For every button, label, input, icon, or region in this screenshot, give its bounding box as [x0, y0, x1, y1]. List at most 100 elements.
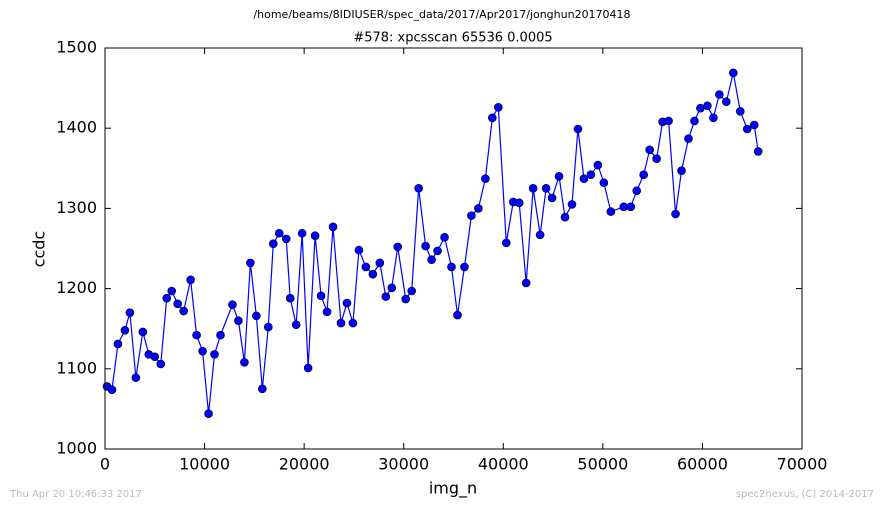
y-tick-label: 1200: [56, 278, 97, 297]
data-point: [440, 232, 449, 242]
data-point: [234, 316, 243, 325]
data-point: [427, 255, 436, 265]
data-point: [361, 262, 371, 272]
data-point: [447, 262, 456, 272]
y-axis-label: ccdc: [30, 231, 49, 268]
data-point: [252, 311, 261, 321]
data-point: [421, 241, 430, 251]
data-point: [535, 230, 545, 240]
data-point: [521, 278, 531, 288]
data-point: [131, 373, 141, 382]
data-point: [709, 113, 718, 123]
data-point: [291, 320, 301, 329]
x-axis-label: img_n: [429, 479, 477, 499]
data-point: [387, 283, 397, 293]
data-point: [228, 300, 237, 309]
data-point: [348, 318, 358, 328]
data-point: [297, 228, 307, 238]
data-point: [310, 231, 320, 240]
data-point: [599, 178, 609, 188]
x-tick-label: 70000: [777, 455, 828, 474]
data-point: [735, 107, 745, 116]
data-point: [494, 103, 503, 112]
data-point: [281, 234, 291, 244]
data-point: [173, 299, 182, 309]
data-point: [322, 307, 332, 317]
data-point: [303, 363, 313, 373]
data-point: [715, 90, 724, 99]
data-point: [488, 113, 497, 123]
data-point: [328, 222, 338, 232]
data-point: [381, 292, 391, 301]
y-tick-label: 1300: [56, 198, 97, 217]
data-point: [474, 204, 483, 213]
data-point: [467, 211, 476, 220]
data-point: [107, 385, 117, 394]
data-point: [198, 346, 207, 356]
data-point: [258, 384, 267, 394]
data-point: [547, 193, 557, 203]
data-point: [156, 359, 166, 369]
data-point: [125, 308, 135, 317]
data-point: [728, 68, 738, 78]
data-point: [246, 258, 255, 268]
data-point: [567, 200, 577, 209]
data-point: [393, 242, 403, 252]
data-point: [722, 97, 731, 107]
footer-right: spec2nexus, (C) 2014-2017: [736, 489, 874, 500]
data-point: [216, 330, 225, 340]
data-point: [240, 358, 249, 367]
data-point: [753, 147, 763, 156]
data-point: [113, 339, 123, 349]
data-point: [579, 174, 589, 184]
data-point: [671, 209, 680, 219]
x-tick-label: 10000: [179, 455, 230, 474]
data-point: [263, 322, 273, 332]
data-point: [336, 318, 346, 328]
data-point: [514, 198, 524, 208]
data-point: [749, 120, 759, 130]
data-point: [368, 269, 378, 279]
data-point: [192, 330, 201, 340]
data-point: [554, 172, 564, 181]
data-point: [453, 310, 462, 320]
x-tick-label: 20000: [279, 455, 330, 474]
data-point: [501, 238, 511, 248]
data-point: [606, 207, 616, 216]
data-point: [664, 116, 673, 126]
x-tick-label: 0: [100, 455, 110, 474]
data-point: [645, 145, 654, 155]
data-point: [179, 306, 188, 316]
x-tick-label: 50000: [577, 455, 628, 474]
data-point: [626, 202, 636, 212]
data-point: [573, 124, 583, 134]
data-point: [433, 246, 442, 256]
x-tick-label: 40000: [478, 455, 529, 474]
x-tick-label: 30000: [378, 455, 429, 474]
x-tick-label: 60000: [677, 455, 728, 474]
y-tick-label: 1500: [56, 38, 97, 57]
data-point: [703, 101, 712, 111]
chart-subtitle: #578: xpcsscan 65536 0.0005: [353, 31, 552, 46]
data-point: [586, 170, 596, 180]
data-point: [138, 327, 148, 337]
data-point: [481, 174, 490, 184]
data-point: [274, 228, 284, 238]
data-point: [268, 239, 278, 248]
data-point: [742, 124, 752, 134]
data-point: [528, 184, 538, 193]
data-point: [677, 166, 686, 176]
y-tick-label: 1100: [56, 358, 97, 377]
y-tick-label: 1000: [56, 439, 97, 458]
plot-frame: [104, 47, 803, 450]
chart-title: /home/beams/8IDIUSER/spec_data/2017/Apr2…: [253, 8, 630, 21]
data-point: [632, 186, 642, 196]
data-point: [460, 262, 469, 272]
data-point: [652, 154, 661, 163]
data-point: [342, 298, 352, 308]
data-point: [690, 116, 699, 126]
data-point: [316, 291, 326, 301]
data-point: [407, 286, 416, 296]
data-point: [285, 293, 295, 303]
